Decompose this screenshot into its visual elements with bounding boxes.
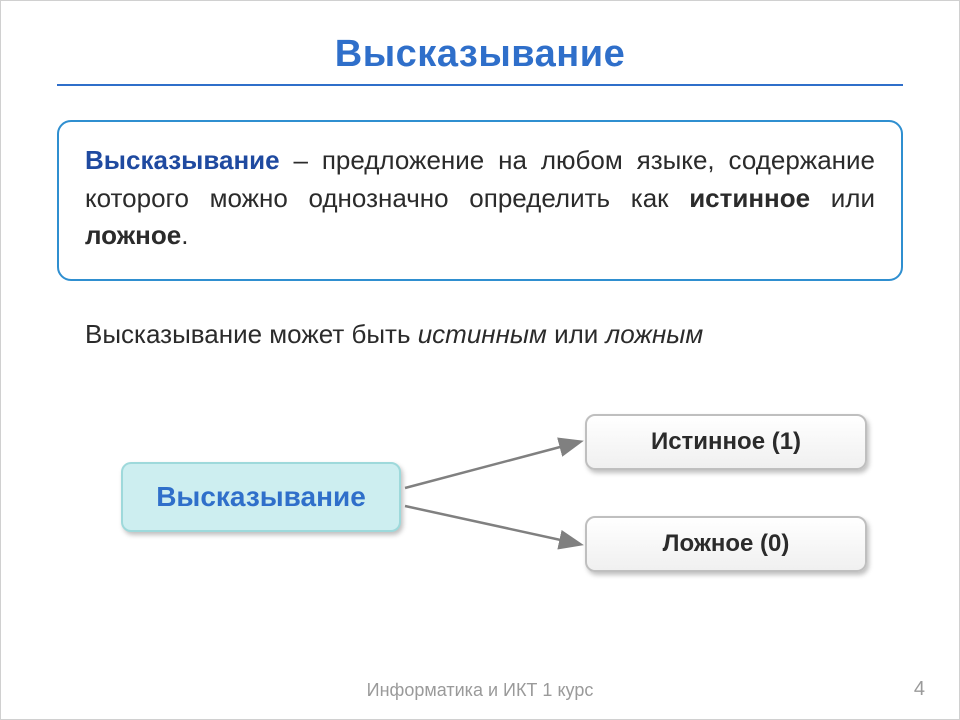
subline-italic-true: истинным: [418, 319, 547, 349]
page-number: 4: [914, 678, 925, 701]
subline-mid: или: [547, 319, 606, 349]
definition-mid: или: [810, 183, 875, 213]
title-rule: [57, 84, 903, 86]
definition-box: Высказывание – предложение на любом язык…: [57, 120, 903, 281]
arrow-to-true: [405, 442, 579, 488]
definition-term: Высказывание: [85, 145, 280, 175]
diagram-arrows: [401, 408, 585, 588]
subline: Высказывание может быть истинным или лож…: [85, 319, 903, 350]
definition-strong-false: ложное: [85, 220, 181, 250]
definition-tail: .: [181, 220, 188, 250]
footer-text: Информатика и ИКТ 1 курс: [1, 680, 959, 701]
diagram-node-false: Ложное (0): [585, 516, 867, 572]
definition-strong-true: истинное: [689, 183, 810, 213]
subline-pre: Высказывание может быть: [85, 319, 418, 349]
subline-italic-false: ложным: [606, 319, 704, 349]
diagram: Высказывание Истинное (1) Ложное (0): [57, 408, 903, 608]
slide: Высказывание Высказывание – предложение …: [0, 0, 960, 720]
diagram-node-true: Истинное (1): [585, 414, 867, 470]
slide-title: Высказывание: [57, 33, 903, 76]
arrow-to-false: [405, 506, 579, 544]
diagram-node-main: Высказывание: [121, 462, 401, 532]
